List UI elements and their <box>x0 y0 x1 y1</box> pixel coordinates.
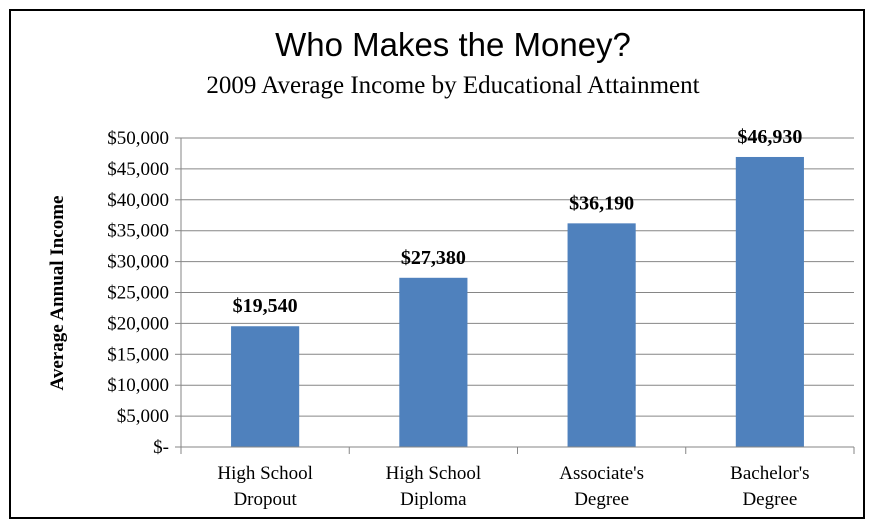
y-tick-label: $35,000 <box>107 221 169 242</box>
data-label: $19,540 <box>233 295 298 317</box>
chart-subtitle: 2009 Average Income by Educational Attai… <box>206 72 699 99</box>
y-tick-label: $40,000 <box>107 190 169 211</box>
y-tick-label: $30,000 <box>107 252 169 273</box>
category-label: High School <box>217 463 313 484</box>
y-tick-label: $20,000 <box>107 313 169 334</box>
category-label: Associate's <box>559 463 644 484</box>
bars <box>231 156 804 447</box>
category-label: High School <box>386 463 482 484</box>
data-label: $27,380 <box>401 247 466 269</box>
y-tick-label: $15,000 <box>107 344 169 365</box>
category-label: Diploma <box>400 489 467 510</box>
y-axis: $- $5,000 $10,000 $15,000 $20,000 $25,000 $30,… <box>107 128 182 458</box>
category-label: Bachelor's <box>730 463 809 484</box>
y-tick-label: $25,000 <box>107 283 169 304</box>
y-tick-label: $50,000 <box>107 128 169 149</box>
category-label: Dropout <box>233 489 297 510</box>
data-label: $36,190 <box>569 192 634 214</box>
y-tick-label: $- <box>153 437 169 458</box>
y-tick-label: $5,000 <box>117 406 169 427</box>
data-labels: $19,540 $27,380 $36,190 $46,930 <box>233 126 803 317</box>
y-tick-label: $45,000 <box>107 159 169 180</box>
category-label: Degree <box>742 489 797 510</box>
bar <box>567 223 636 447</box>
bar <box>735 156 804 447</box>
bar <box>399 277 468 447</box>
data-label: $46,930 <box>737 126 802 148</box>
bar <box>231 326 300 447</box>
y-axis-label: Average Annual Income <box>47 196 68 391</box>
chart-title: Who Makes the Money? <box>275 26 631 63</box>
category-label: Degree <box>574 489 629 510</box>
x-axis: High School Dropout High School Diploma Asso… <box>180 446 855 510</box>
y-tick-label: $10,000 <box>107 375 169 396</box>
